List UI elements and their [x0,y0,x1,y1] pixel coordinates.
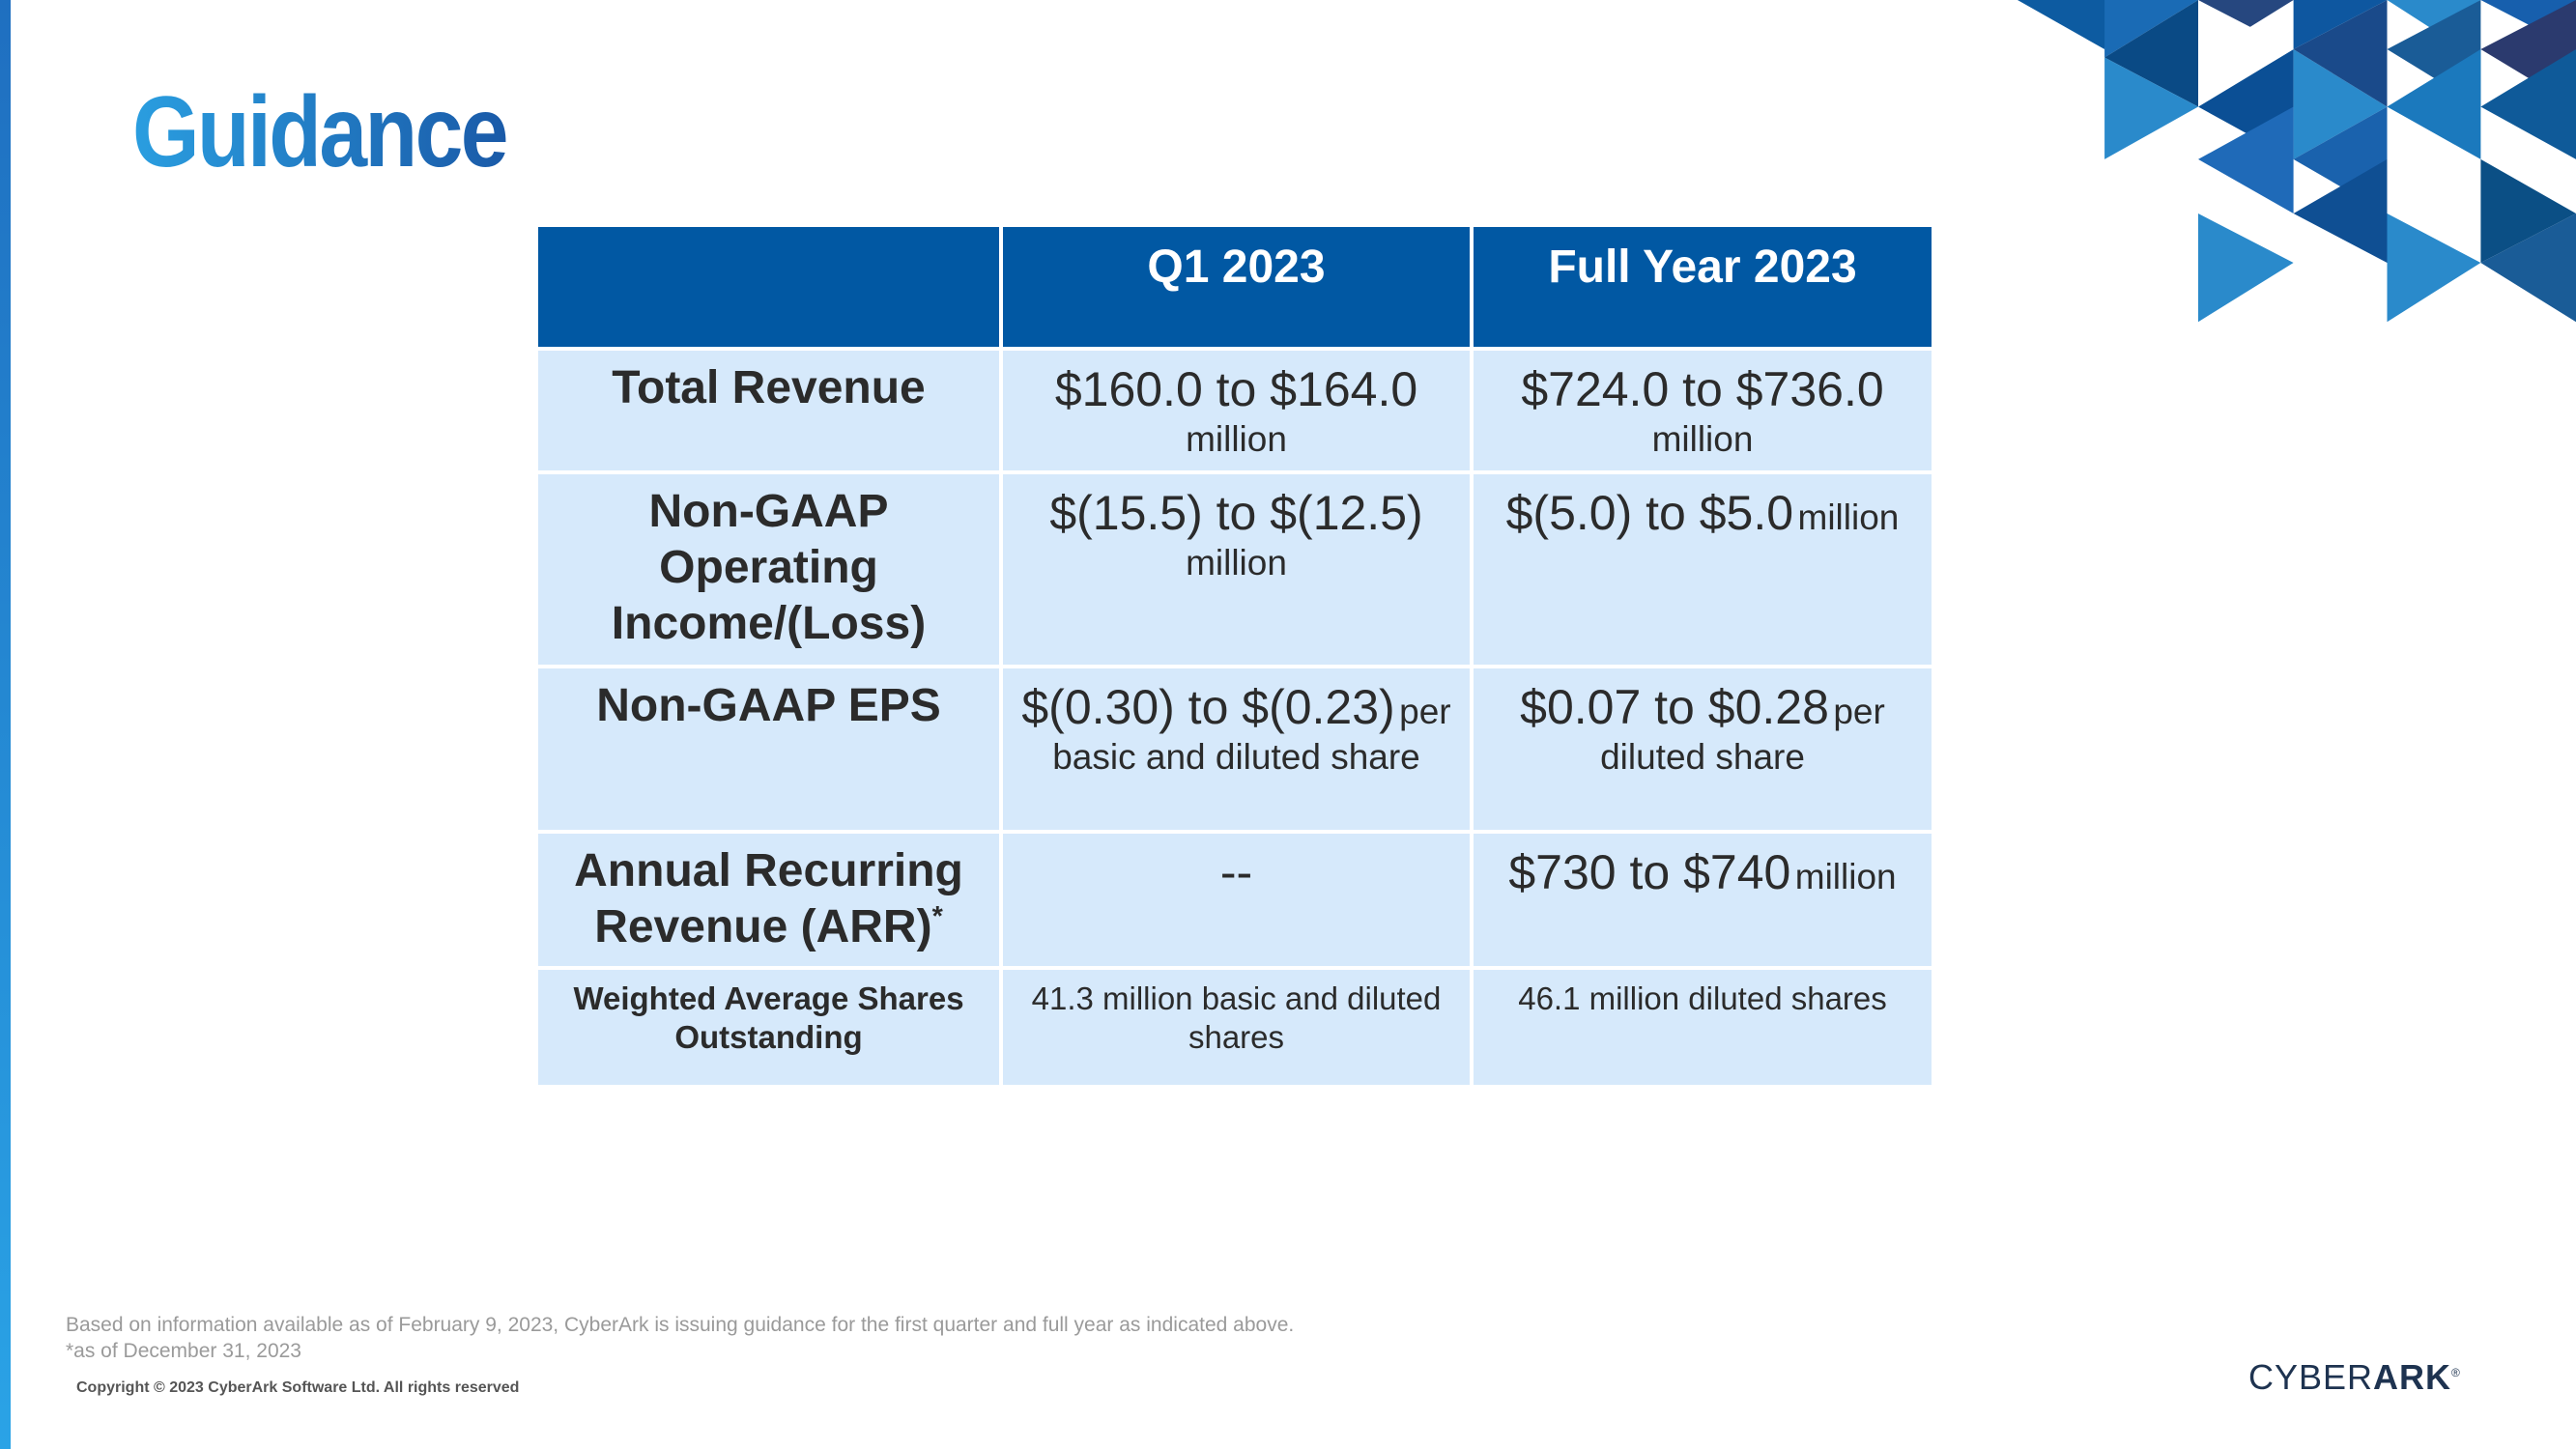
value-unit: per basic and diluted share [1052,692,1451,778]
value-main: $724.0 to $736.0 [1521,362,1884,416]
row-label: Non-GAAP Operating Income/(Loss) [534,470,1003,669]
logo: CYBERARK® [2248,1357,2461,1398]
row-label-text: Non-GAAP EPS [596,680,941,732]
value-main: $(5.0) to $5.0 [1505,486,1794,541]
value-main: $(0.30) to $(0.23) [1021,680,1395,735]
copyright: Copyright © 2023 CyberArk Software Ltd. … [76,1379,520,1396]
value-cell: $(5.0) to $5.0 million [1470,470,1935,669]
decoration [2018,0,2576,323]
row-label: Total Revenue [534,346,1003,475]
footnotes: Based on information available as of Feb… [66,1312,1294,1364]
value-cell: $724.0 to $736.0 million [1470,346,1935,475]
table-body: Total Revenue $160.0 to $164.0 million $72… [534,346,1935,1090]
title: Guidance [132,76,508,188]
row-label-text: Non-GAAP Operating Income/(Loss) [611,486,927,649]
value-unit: per diluted share [1600,692,1885,778]
table-row: Non-GAAP EPS $(0.30) to $(0.23) per basic… [534,665,1935,835]
value-unit: million [1186,543,1287,583]
value-main: 41.3 million basic and diluted shares [1031,980,1442,1055]
row-label-text: Weighted Average Shares Outstanding [573,980,964,1055]
value-unit: million [1794,857,1897,897]
logo-text: CYBER [2248,1357,2374,1397]
row-label: Annual Recurring Revenue (ARR)* [534,830,1003,971]
value-cell: $(15.5) to $(12.5) million [999,470,1474,669]
row-label: Weighted Average Shares Outstanding [534,966,1003,1090]
logo-text: ARK [2373,1357,2452,1397]
logo-mark: ® [2451,1366,2461,1379]
value-cell: $(0.30) to $(0.23) per basic and diluted… [999,665,1474,835]
value-main: $730 to $740 [1508,845,1791,900]
header-cell [534,223,1003,351]
value-unit: million [1797,497,1900,538]
value-main: $160.0 to $164.0 [1054,362,1418,416]
value-cell: -- [999,830,1474,971]
value-main: 46.1 million diluted shares [1518,980,1887,1017]
value-cell: $160.0 to $164.0 million [999,346,1474,475]
header-cell: Q1 2023 [999,223,1474,351]
value-main: -- [1219,845,1253,900]
value-unit: million [1186,419,1287,459]
value-cell: $0.07 to $0.28 per diluted share [1470,665,1935,835]
value-main: $(15.5) to $(12.5) [1049,486,1423,541]
value-main: $0.07 to $0.28 [1520,680,1829,735]
superscript: * [931,900,943,932]
value-cell: 41.3 million basic and diluted shares [999,966,1474,1090]
row-label-text: Total Revenue [612,362,926,413]
guidance-table: Q1 2023 Full Year 2023 Total Revenue $160… [534,223,1935,1090]
value-unit: million [1651,419,1754,459]
header-cell: Full Year 2023 [1470,223,1935,351]
footnote: *as of December 31, 2023 [66,1340,301,1362]
table-row: Annual Recurring Revenue (ARR)* -- $730 to… [534,830,1935,971]
table-row: Total Revenue $160.0 to $164.0 million $72… [534,346,1935,475]
value-cell: 46.1 million diluted shares [1470,966,1935,1090]
row-label-text: Annual Recurring Revenue (ARR) [574,845,963,952]
value-cell: $730 to $740 million [1470,830,1935,971]
accent-bar [0,0,11,1449]
table-row: Weighted Average Shares Outstanding 41.3 … [534,966,1935,1090]
row-label: Non-GAAP EPS [534,665,1003,835]
table-row: Non-GAAP Operating Income/(Loss) $(15.5) … [534,470,1935,669]
footnote: Based on information available as of Feb… [66,1314,1295,1336]
